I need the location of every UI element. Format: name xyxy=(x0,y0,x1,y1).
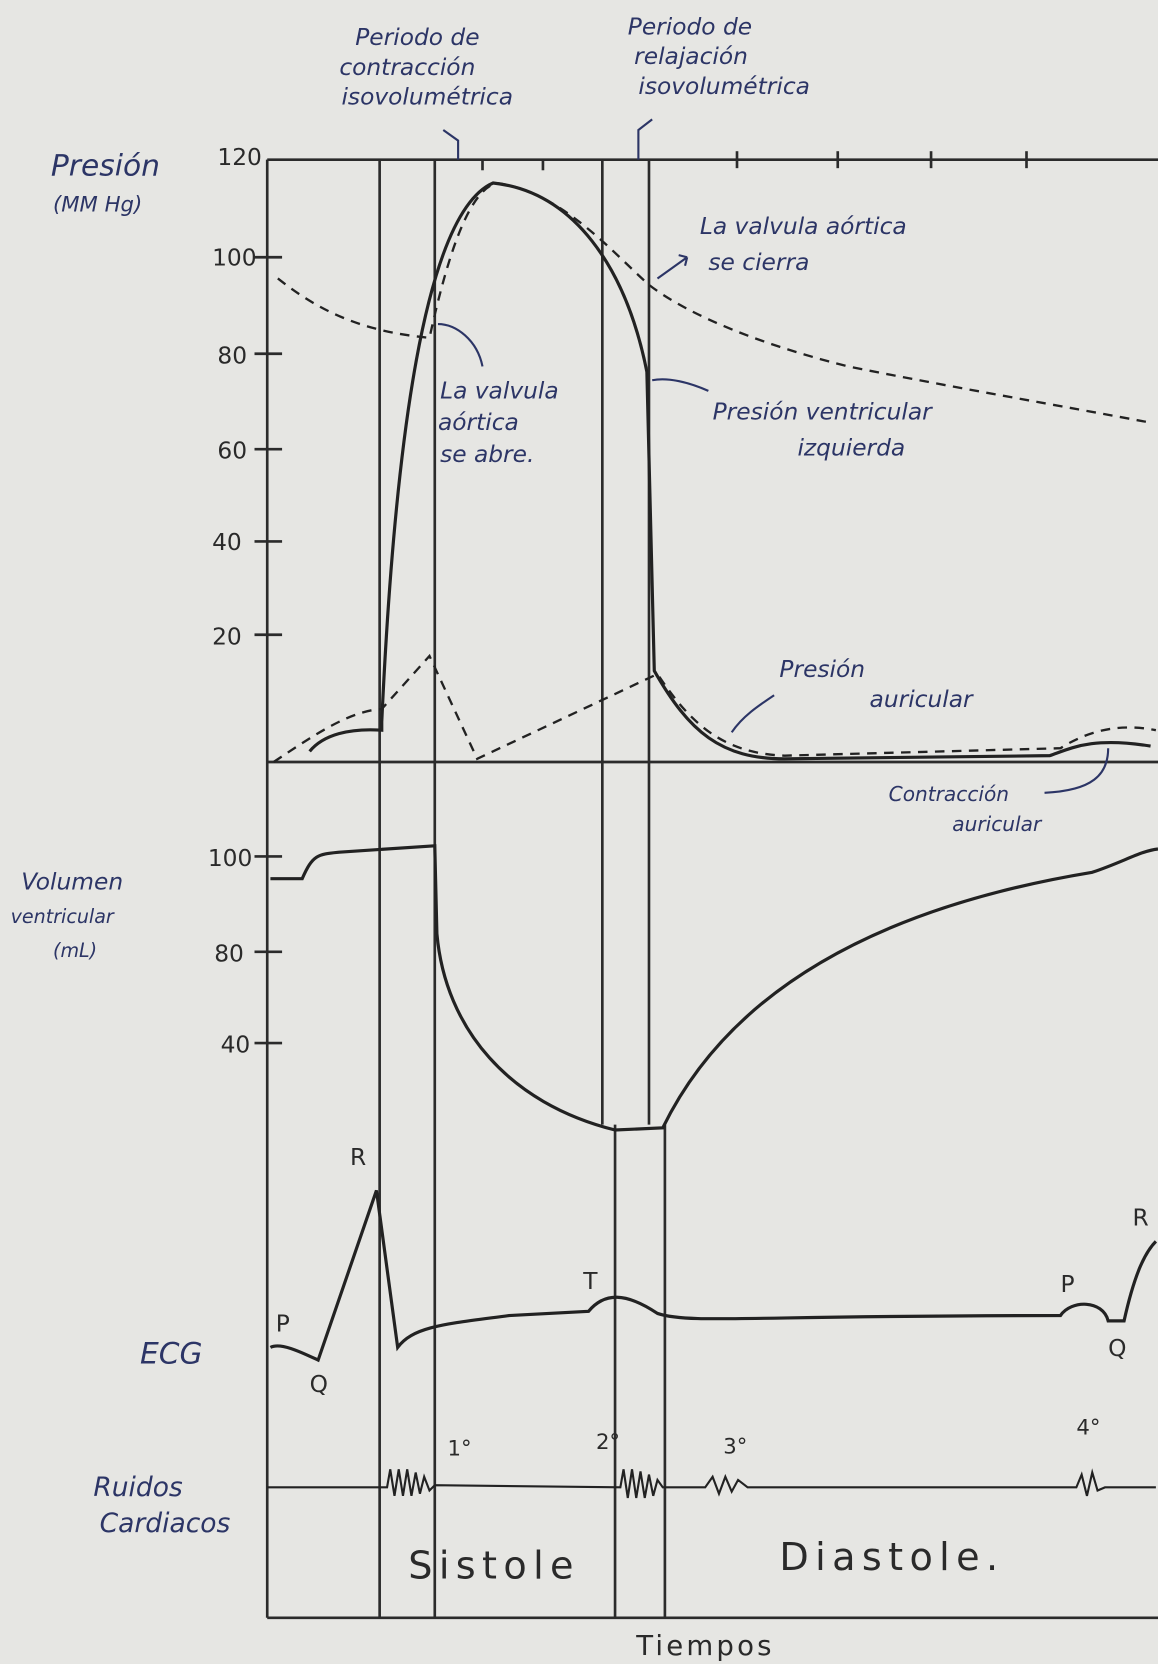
bracket xyxy=(638,119,652,159)
atrial-contraction-label: Contracción auricular xyxy=(889,782,1043,836)
label-line: (MM Hg) xyxy=(53,192,142,217)
atrial-pressure-curve xyxy=(274,656,1156,762)
label-line: Volumen xyxy=(21,868,123,895)
pressure-axis-label: Presión (MM Hg) xyxy=(51,149,170,217)
arrow xyxy=(732,695,774,732)
heart-sounds-label: Ruidos Cardiacos xyxy=(93,1472,230,1539)
arrow xyxy=(652,379,708,391)
label-line: auricular xyxy=(952,812,1043,836)
sound-label: 1° xyxy=(448,1436,472,1461)
label-line: Presión xyxy=(51,149,160,184)
label-line: Cardiacos xyxy=(100,1508,231,1539)
relaxation-period-label: Periodo de relajación isovolumétrica xyxy=(628,14,810,100)
label-line: se cierra xyxy=(708,249,809,276)
diastole-label: Diastole. xyxy=(779,1536,1004,1580)
label-line: Presión xyxy=(779,656,865,683)
tick-label: 40 xyxy=(212,529,242,556)
sound-label: 3° xyxy=(723,1433,747,1458)
label-line: izquierda xyxy=(797,435,905,462)
aortic-closes-label: La valvula aórtica se cierra xyxy=(700,213,914,276)
label-line: Periodo de xyxy=(355,24,479,51)
tick-label: 100 xyxy=(208,845,252,872)
contraction-period-label: Periodo de contracción isovolumétrica xyxy=(339,24,513,110)
label-line: auricular xyxy=(870,686,974,713)
label-line: La valvula xyxy=(440,377,559,404)
tick-label: 100 xyxy=(212,245,257,272)
ventricular-volume-curve xyxy=(270,846,1158,1130)
label-line: isovolumétrica xyxy=(341,84,513,111)
label-line: Presión ventricular xyxy=(713,398,934,425)
arrow xyxy=(438,324,483,366)
tick-label: 120 xyxy=(217,144,262,171)
label-line: (mL) xyxy=(53,940,97,962)
arrow xyxy=(657,255,687,278)
ecg-curve xyxy=(270,1190,1155,1360)
sound-label: 4° xyxy=(1076,1414,1100,1439)
label-line: contracción xyxy=(339,54,475,81)
tick-label: 40 xyxy=(221,1032,251,1059)
label-line: Contracción xyxy=(889,782,1009,806)
x-axis-label: Tiempos xyxy=(635,1629,774,1662)
heart-sounds-trace xyxy=(267,1469,1156,1498)
systole-label: Sistole xyxy=(408,1545,580,1589)
label-line: relajación xyxy=(634,43,748,70)
ecg-wave-label: Q xyxy=(310,1371,328,1398)
aortic-opens-label: La valvula aórtica se abre. xyxy=(438,377,566,468)
ecg-wave-label: R xyxy=(1133,1204,1149,1231)
label-line: Ruidos xyxy=(93,1472,183,1503)
ecg-wave-label: P xyxy=(276,1310,290,1337)
tick-label: 20 xyxy=(212,623,242,650)
bracket xyxy=(443,130,458,160)
ecg-wave-label: T xyxy=(582,1268,598,1295)
tick-label: 60 xyxy=(217,438,247,465)
label-line: aórtica xyxy=(438,409,519,436)
atrial-pressure-label: Presión auricular xyxy=(779,656,974,713)
tick-label: 80 xyxy=(214,940,244,967)
lv-pressure-label: Presión ventricular izquierda xyxy=(713,398,940,461)
tick-label: 80 xyxy=(217,342,247,369)
label-line: La valvula aórtica xyxy=(700,213,907,240)
ecg-wave-label: P xyxy=(1060,1271,1074,1298)
label-line: ventricular xyxy=(11,906,115,928)
ecg-label: ECG xyxy=(140,1336,202,1371)
label-line: isovolumétrica xyxy=(638,73,810,100)
ecg-wave-label: R xyxy=(350,1144,366,1171)
label-line: Periodo de xyxy=(628,14,752,41)
label-line: se abre. xyxy=(440,441,534,468)
ecg-wave-label: Q xyxy=(1108,1335,1126,1362)
sound-label: 2° xyxy=(596,1429,620,1454)
volume-axis-label: Volumen ventricular (mL) xyxy=(11,868,131,962)
wiggers-diagram: Periodo de contracción isovolumétrica Pe… xyxy=(0,0,1158,1664)
